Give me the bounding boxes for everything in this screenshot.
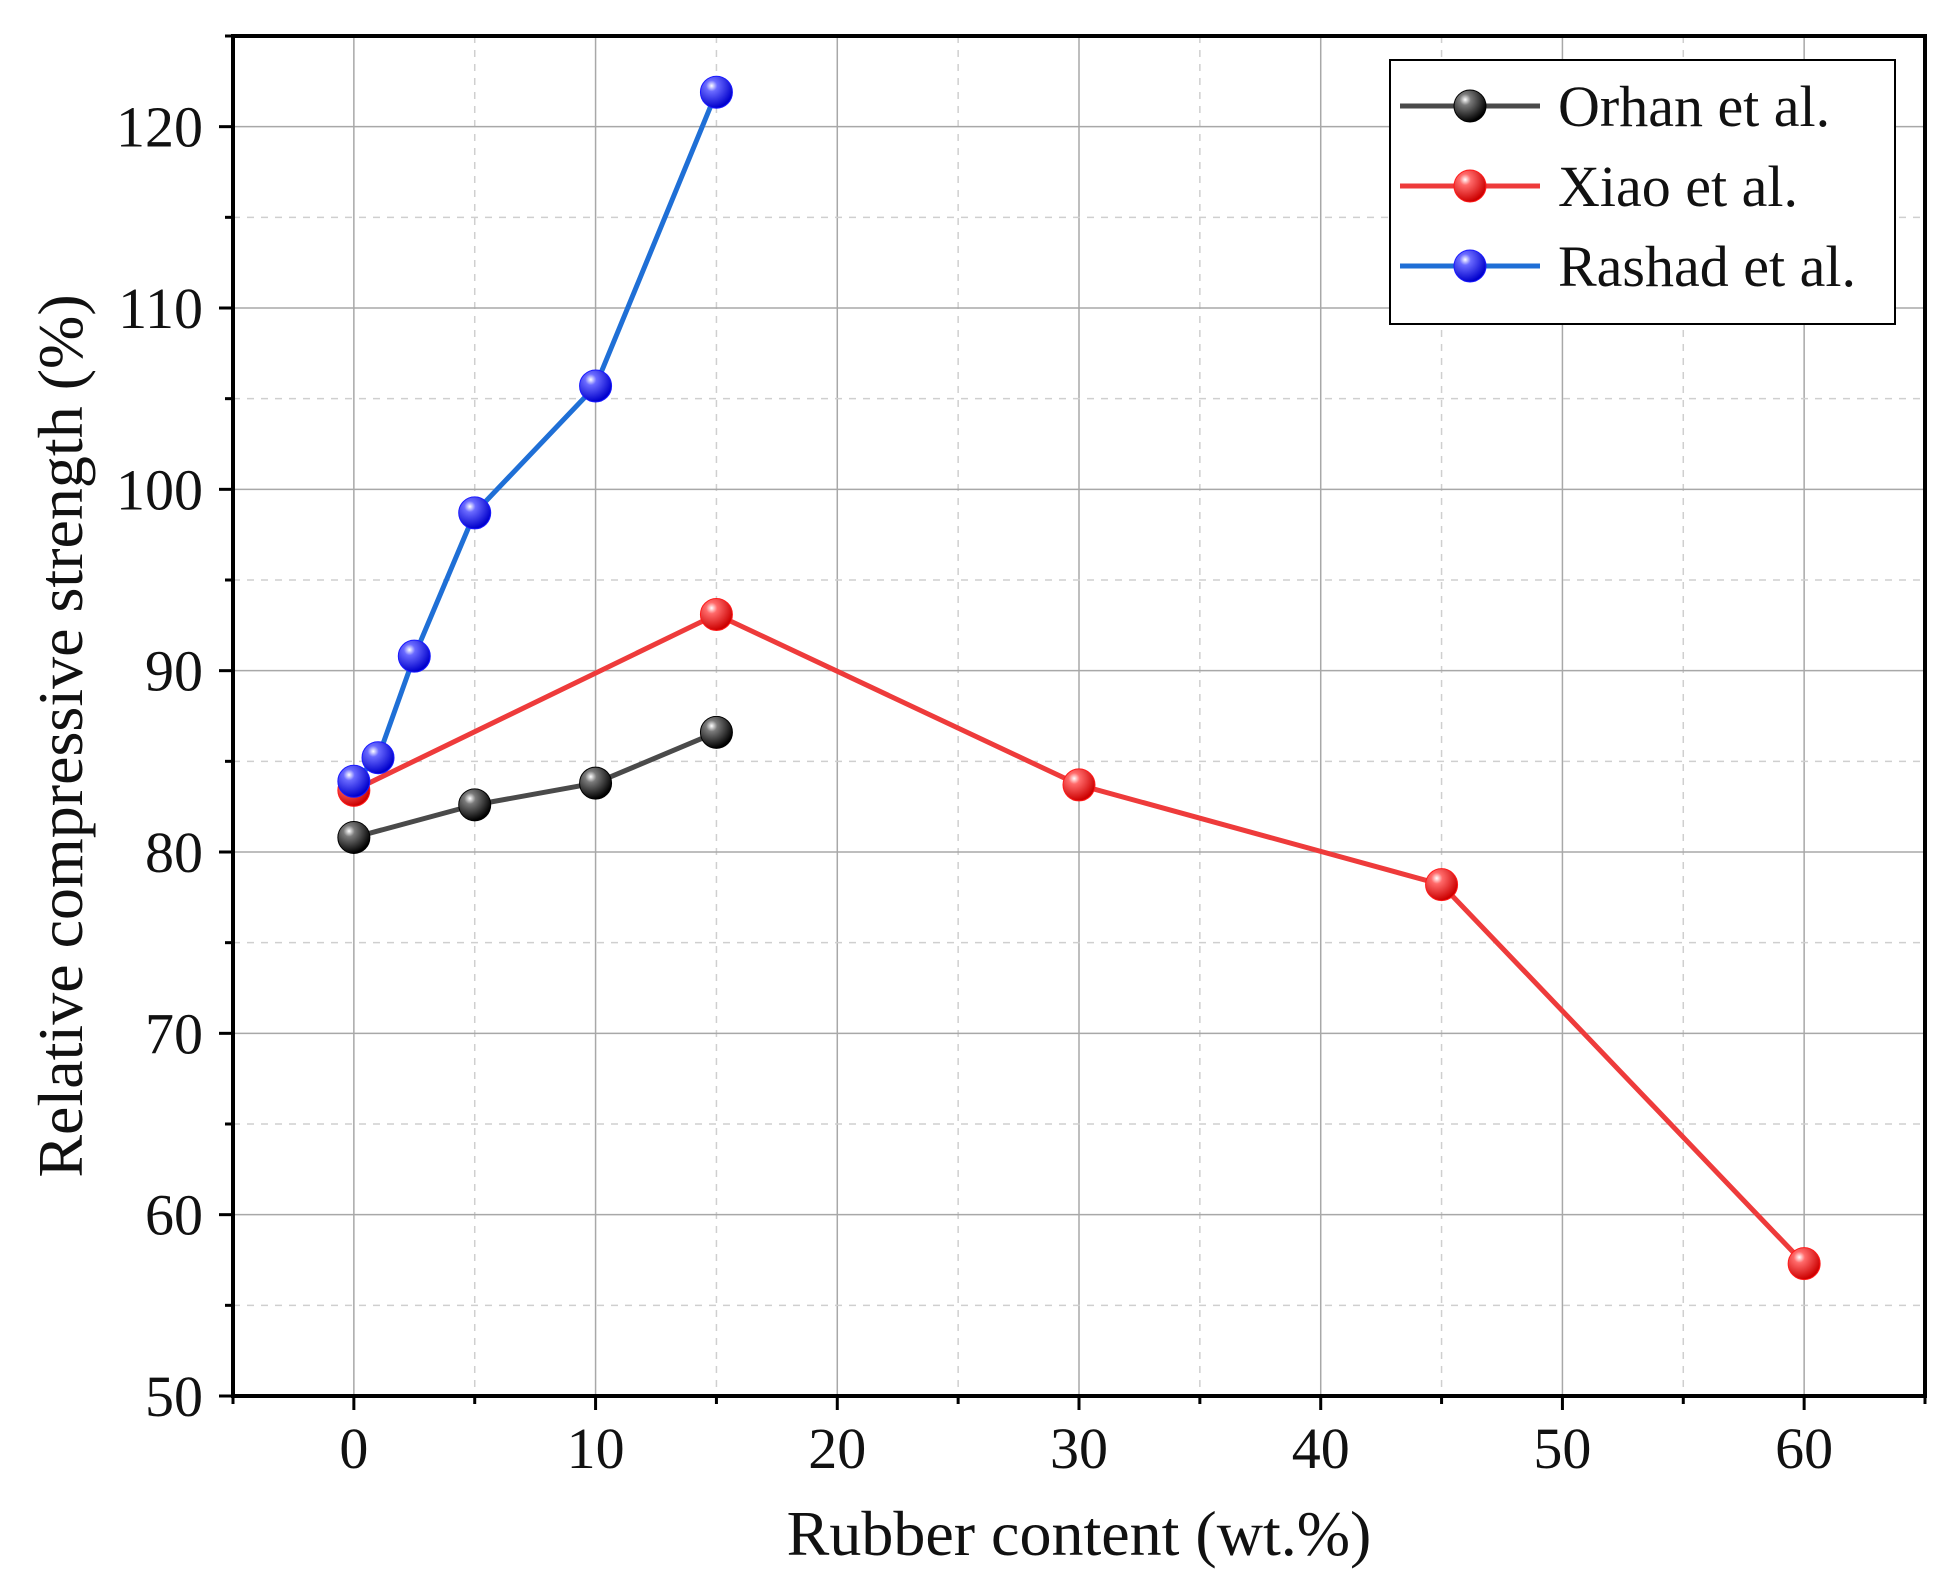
- grid: [232, 36, 1925, 1396]
- data-point: [699, 597, 733, 631]
- y-tick-label: 80: [145, 820, 203, 885]
- data-point: [397, 639, 431, 673]
- legend-item: Rashad et al.: [1400, 234, 1856, 299]
- y-tick-label: 60: [145, 1183, 203, 1248]
- data-point: [699, 715, 733, 749]
- data-point: [458, 496, 492, 530]
- x-tick-label: 60: [1775, 1416, 1833, 1481]
- x-axis-title: Rubber content (wt.%): [787, 1498, 1372, 1569]
- y-tick-label: 90: [145, 639, 203, 704]
- y-tick-label: 110: [118, 276, 203, 341]
- series: [337, 75, 1821, 1281]
- legend-marker: [1453, 249, 1487, 283]
- data-point: [1062, 768, 1096, 802]
- legend-item: Orhan et al.: [1400, 74, 1830, 139]
- series-orhan-et-al: [337, 715, 733, 854]
- x-tick-label: 0: [339, 1416, 368, 1481]
- y-tick-label: 120: [116, 95, 203, 160]
- series-rashad-et-al: [337, 75, 733, 798]
- y-tick-label: 70: [145, 1001, 203, 1066]
- y-tick-label: 50: [145, 1364, 203, 1429]
- x-tick-label: 10: [567, 1416, 625, 1481]
- series-line: [353, 730, 718, 840]
- legend-marker: [1453, 169, 1487, 203]
- data-point: [699, 75, 733, 109]
- legend-marker: [1453, 89, 1487, 123]
- data-point: [1787, 1247, 1821, 1281]
- data-point: [337, 764, 371, 798]
- y-tick-label: 100: [116, 457, 203, 522]
- data-point: [579, 369, 613, 403]
- data-point: [337, 820, 371, 854]
- data-point: [1425, 868, 1459, 902]
- x-tick-label: 30: [1050, 1416, 1108, 1481]
- legend-label: Orhan et al.: [1558, 74, 1830, 139]
- x-tick-label: 20: [808, 1416, 866, 1481]
- legend: Orhan et al. Xiao et al. Rashad et al.: [1389, 59, 1896, 325]
- data-point: [579, 766, 613, 800]
- legend-label: Xiao et al.: [1558, 154, 1798, 219]
- legend-label: Rashad et al.: [1558, 234, 1856, 299]
- legend-item: Xiao et al.: [1400, 154, 1798, 219]
- data-point: [361, 741, 395, 775]
- y-axis-title: Relative compressive strength (%): [25, 294, 96, 1177]
- series-line: [352, 91, 719, 784]
- axis-ticks: 0 10 20 30 40 50 60 50 60 70 80 90 100 110 120: [116, 34, 1927, 1481]
- data-point: [458, 788, 492, 822]
- x-tick-label: 40: [1292, 1416, 1350, 1481]
- x-tick-label: 50: [1533, 1416, 1591, 1481]
